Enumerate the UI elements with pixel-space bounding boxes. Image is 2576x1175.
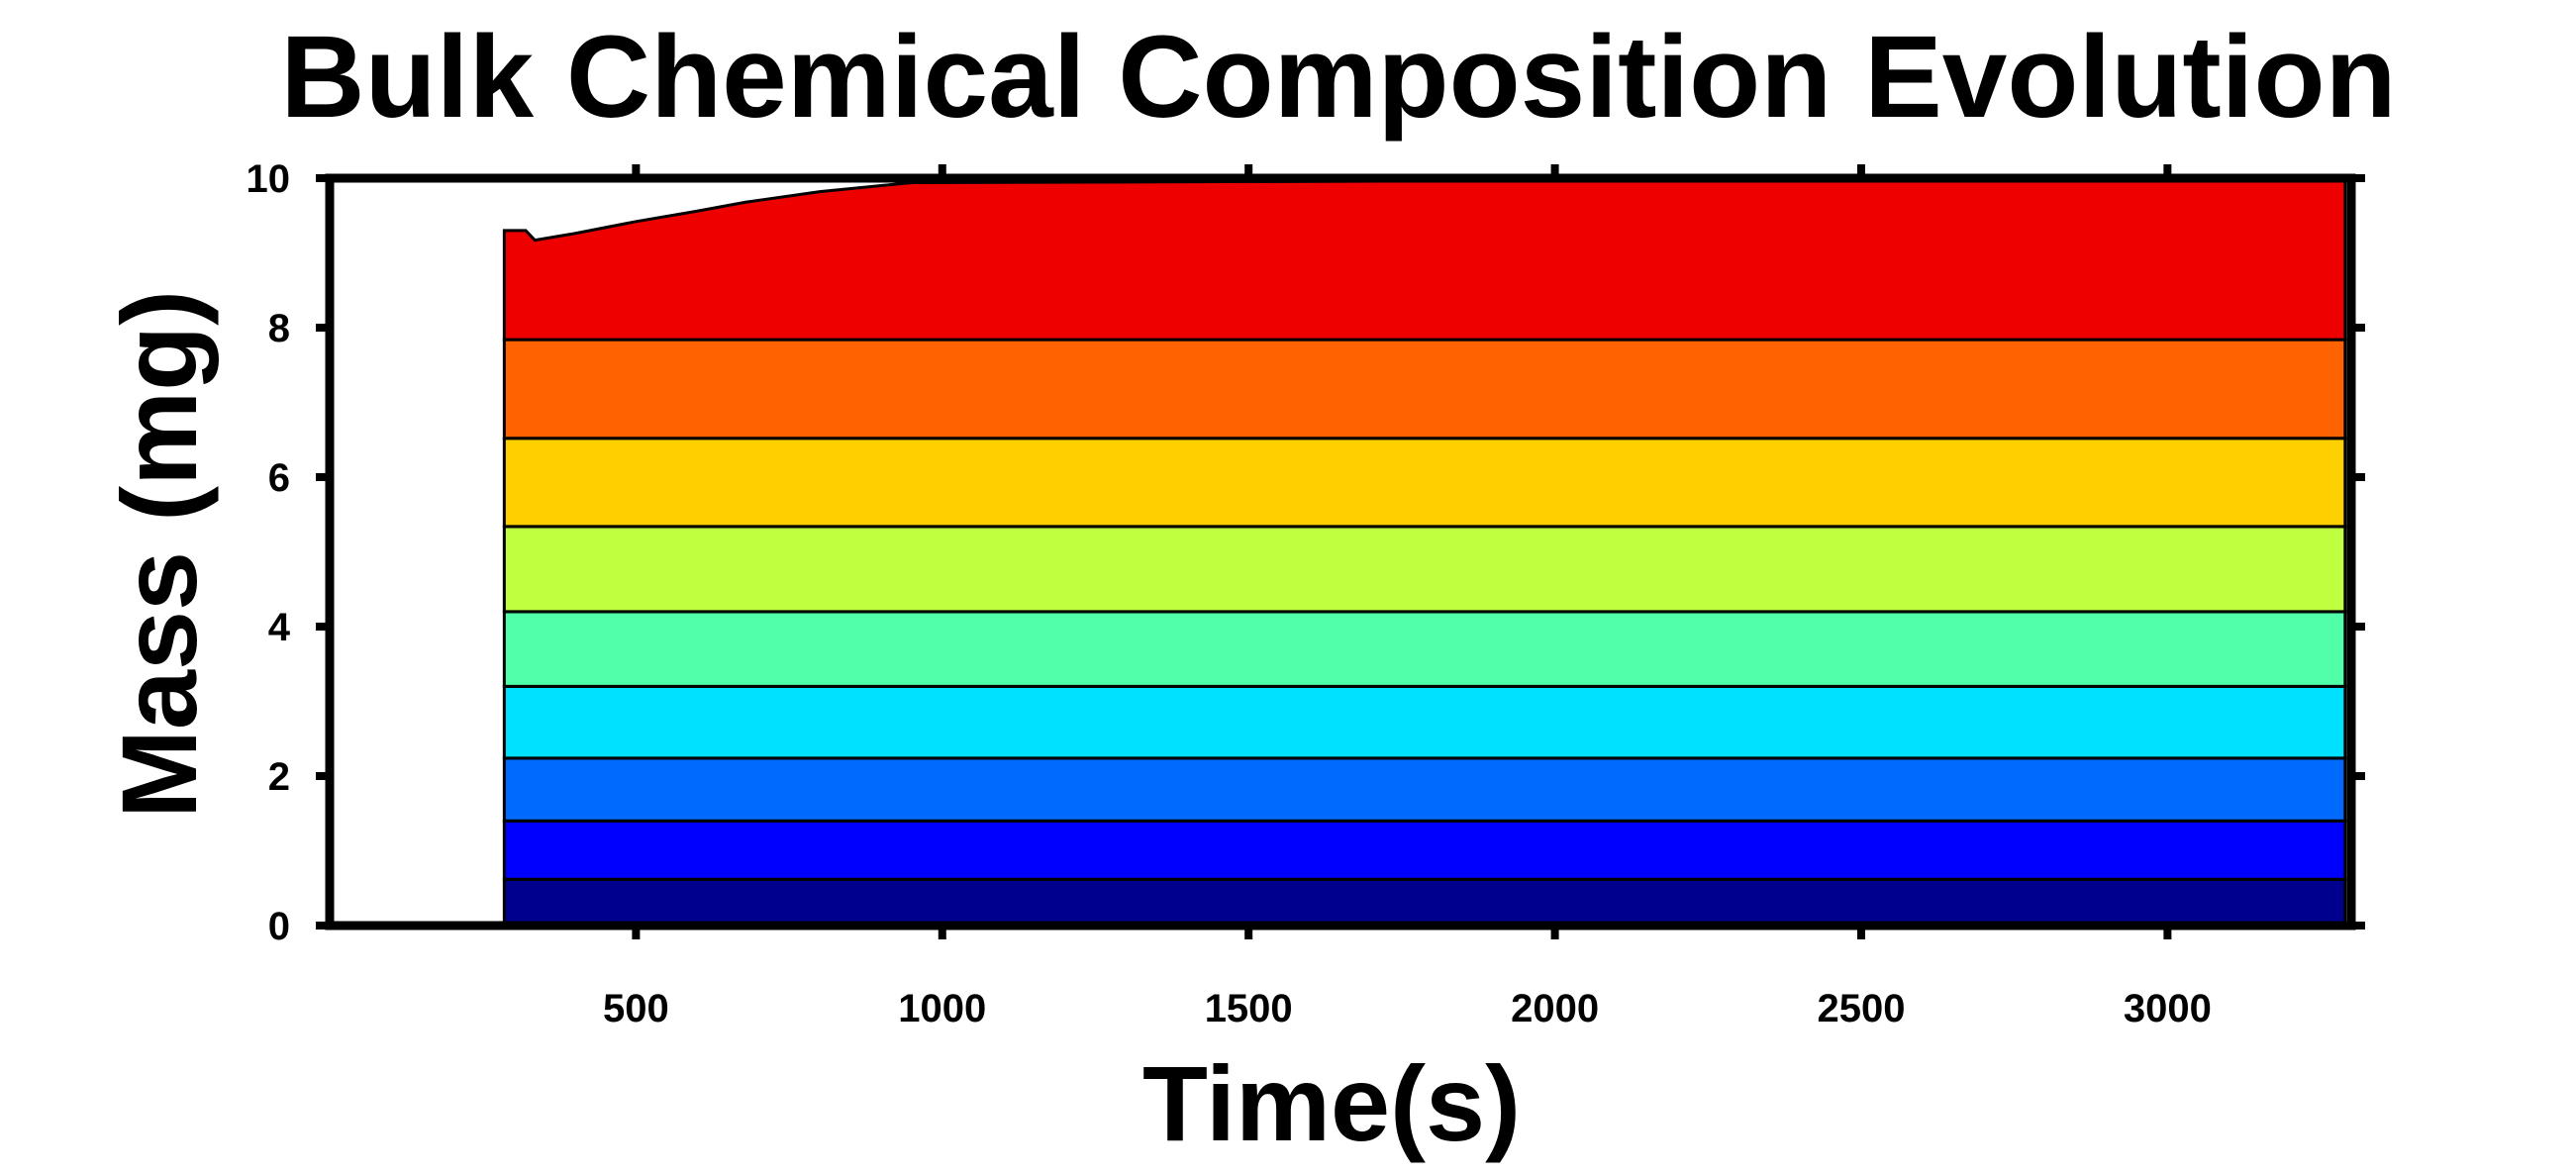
area-series-4 (502, 684, 2347, 760)
y-tick-label: 8 (268, 307, 290, 350)
area-series-9 (502, 176, 2347, 342)
x-tick-label: 500 (603, 987, 669, 1030)
area-series-6 (502, 525, 2347, 614)
y-tick-label: 0 (268, 905, 290, 948)
y-axis-label: Mass (mg) (99, 290, 219, 819)
plot-frame (325, 173, 2356, 930)
x-tick-label: 2000 (1511, 987, 1599, 1030)
y-tick-label: 10 (247, 157, 291, 201)
x-tick-label: 2500 (1817, 987, 1905, 1030)
x-tick-label: 1500 (1205, 987, 1293, 1030)
area-series-2 (502, 819, 2347, 881)
y-tick-label: 2 (268, 755, 290, 799)
chart-title: Bulk Chemical Composition Evolution (280, 12, 2396, 143)
plot-border (325, 173, 2356, 930)
x-tick-label: 3000 (2124, 987, 2212, 1030)
y-axis: 0 2 4 6 8 10 (247, 157, 2365, 948)
area-series-3 (502, 756, 2347, 823)
x-tick-label: 1000 (898, 987, 986, 1030)
x-axis-label: Time(s) (1142, 1043, 1521, 1163)
area-series-5 (502, 610, 2347, 688)
area-series-8 (502, 338, 2347, 441)
y-tick-label: 6 (268, 456, 290, 500)
y-tick-label: 4 (268, 606, 291, 649)
x-axis: 500 1000 1500 2000 2500 3000 (603, 164, 2212, 1030)
area-series-1 (502, 877, 2347, 928)
area-series-7 (502, 437, 2347, 529)
areas-layer (502, 176, 2347, 928)
